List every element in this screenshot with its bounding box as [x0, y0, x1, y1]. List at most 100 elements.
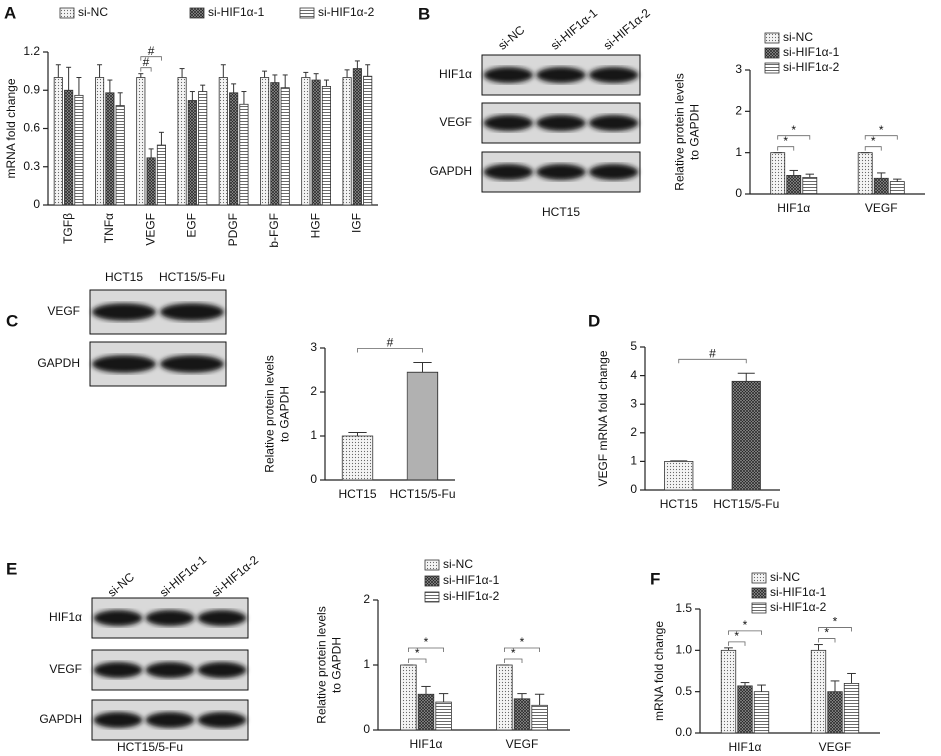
y-axis-title-line: Relative protein levels [315, 606, 329, 723]
x-tick-label: VEGF [819, 740, 852, 754]
y-tick-label: 0.6 [23, 121, 40, 135]
bar [218, 77, 228, 206]
bar [664, 460, 694, 491]
bar [889, 181, 905, 195]
blot-band [145, 712, 195, 728]
bar [105, 92, 115, 206]
lane-label: si-HIF1α-2 [601, 6, 653, 53]
panel-label: A [4, 3, 16, 22]
y-tick-label: 1.2 [23, 44, 40, 58]
bar [731, 380, 761, 491]
bar [786, 174, 802, 195]
y-tick-label: 1.0 [675, 643, 692, 657]
y-axis-title: Relative protein levels to GAPDH [263, 355, 292, 472]
panel-label: F [650, 569, 660, 588]
bar [95, 77, 105, 206]
legend-label: si-NC [78, 5, 108, 19]
significance-mark: * [879, 123, 884, 137]
significance-mark: # [143, 55, 150, 69]
x-tick-label: HCT15 [338, 487, 376, 501]
blot-band [197, 610, 247, 626]
bar [810, 649, 827, 734]
x-tick-label: b-FGF [267, 213, 281, 248]
y-tick-label: 2 [363, 592, 370, 606]
significance-bracket [728, 641, 746, 646]
bar [301, 77, 311, 206]
significance-bracket [504, 658, 523, 663]
legend-swatch [751, 587, 767, 599]
significance-bracket [140, 67, 152, 72]
legend-label: si-HIF1α-1 [783, 45, 840, 59]
y-tick-label: 1.5 [675, 601, 692, 615]
bar [435, 701, 452, 731]
legend-swatch [424, 559, 440, 571]
blot-band [197, 662, 247, 678]
y-tick-label: 0.3 [23, 159, 40, 173]
legend-swatch [751, 602, 767, 614]
blot-band [92, 303, 156, 321]
bar [720, 649, 737, 734]
bar [857, 152, 873, 195]
lane-label: HCT15/5-Fu [159, 270, 225, 284]
x-tick-label: HIF1α [777, 201, 810, 215]
lane-label: si-HIF1α-1 [157, 553, 209, 600]
bar [802, 177, 818, 195]
y-tick-label: 5 [630, 339, 637, 353]
y-tick-label: 2 [630, 425, 637, 439]
blot-band [145, 662, 195, 678]
y-axis-title-line: VEGF mRNA fold change [596, 350, 610, 486]
blot-caption: HCT15/5-Fu [117, 740, 183, 754]
y-tick-label: 4 [630, 368, 637, 382]
blot-band [483, 67, 534, 83]
significance-mark: * [511, 646, 516, 660]
y-tick-label: 0 [630, 482, 637, 496]
x-tick-label: HCT15 [660, 497, 698, 511]
blot-band [588, 115, 639, 131]
legend-label: si-NC [783, 30, 813, 44]
x-tick-label: HIF1α [410, 737, 443, 751]
bar [74, 94, 84, 206]
bar [187, 100, 197, 206]
y-tick-label: 3 [735, 62, 742, 76]
bar [156, 144, 166, 206]
blot-band [160, 303, 224, 321]
legend-swatch [189, 7, 205, 19]
x-tick-label: HCT15/5-Fu [713, 497, 779, 511]
bar [177, 77, 187, 206]
significance-bracket [408, 647, 444, 652]
significance-bracket [818, 627, 852, 632]
y-axis-title-line: Relative protein levels [673, 73, 687, 190]
x-tick-label: HIF1α [729, 740, 762, 754]
x-tick-label: TGFβ [61, 213, 75, 244]
bar [53, 77, 63, 206]
lane-label: si-HIF1α-1 [548, 6, 600, 53]
legend-label: si-HIF1α-2 [443, 589, 500, 603]
row-label: VEGF [47, 304, 80, 318]
bar [198, 91, 208, 206]
significance-mark: * [833, 615, 838, 629]
significance-mark: * [824, 626, 829, 640]
significance-mark: * [520, 635, 525, 649]
blot-caption: HCT15 [542, 205, 580, 219]
bar [770, 152, 786, 195]
significance-mark: * [743, 618, 748, 632]
bar [321, 86, 331, 206]
y-axis-title-line: Relative protein levels [263, 355, 277, 472]
significance-mark: * [734, 629, 739, 643]
bar [827, 691, 843, 734]
legend-label: si-HIF1α-2 [770, 600, 827, 614]
panel-label: C [6, 311, 18, 330]
lane-label: HCT15 [105, 270, 143, 284]
legend-swatch [424, 575, 440, 587]
blot-band [536, 164, 586, 180]
bar [417, 693, 435, 731]
y-tick-label: 1 [363, 657, 370, 671]
significance-mark: # [709, 346, 716, 360]
significance-bracket [408, 658, 427, 663]
y-axis-title-line: to GAPDH [688, 104, 702, 160]
y-tick-label: 1 [735, 145, 742, 159]
bar [239, 103, 249, 206]
blot-band [588, 67, 639, 83]
y-tick-label: 0 [735, 186, 742, 200]
y-axis-title: mRNA fold change [4, 78, 18, 178]
